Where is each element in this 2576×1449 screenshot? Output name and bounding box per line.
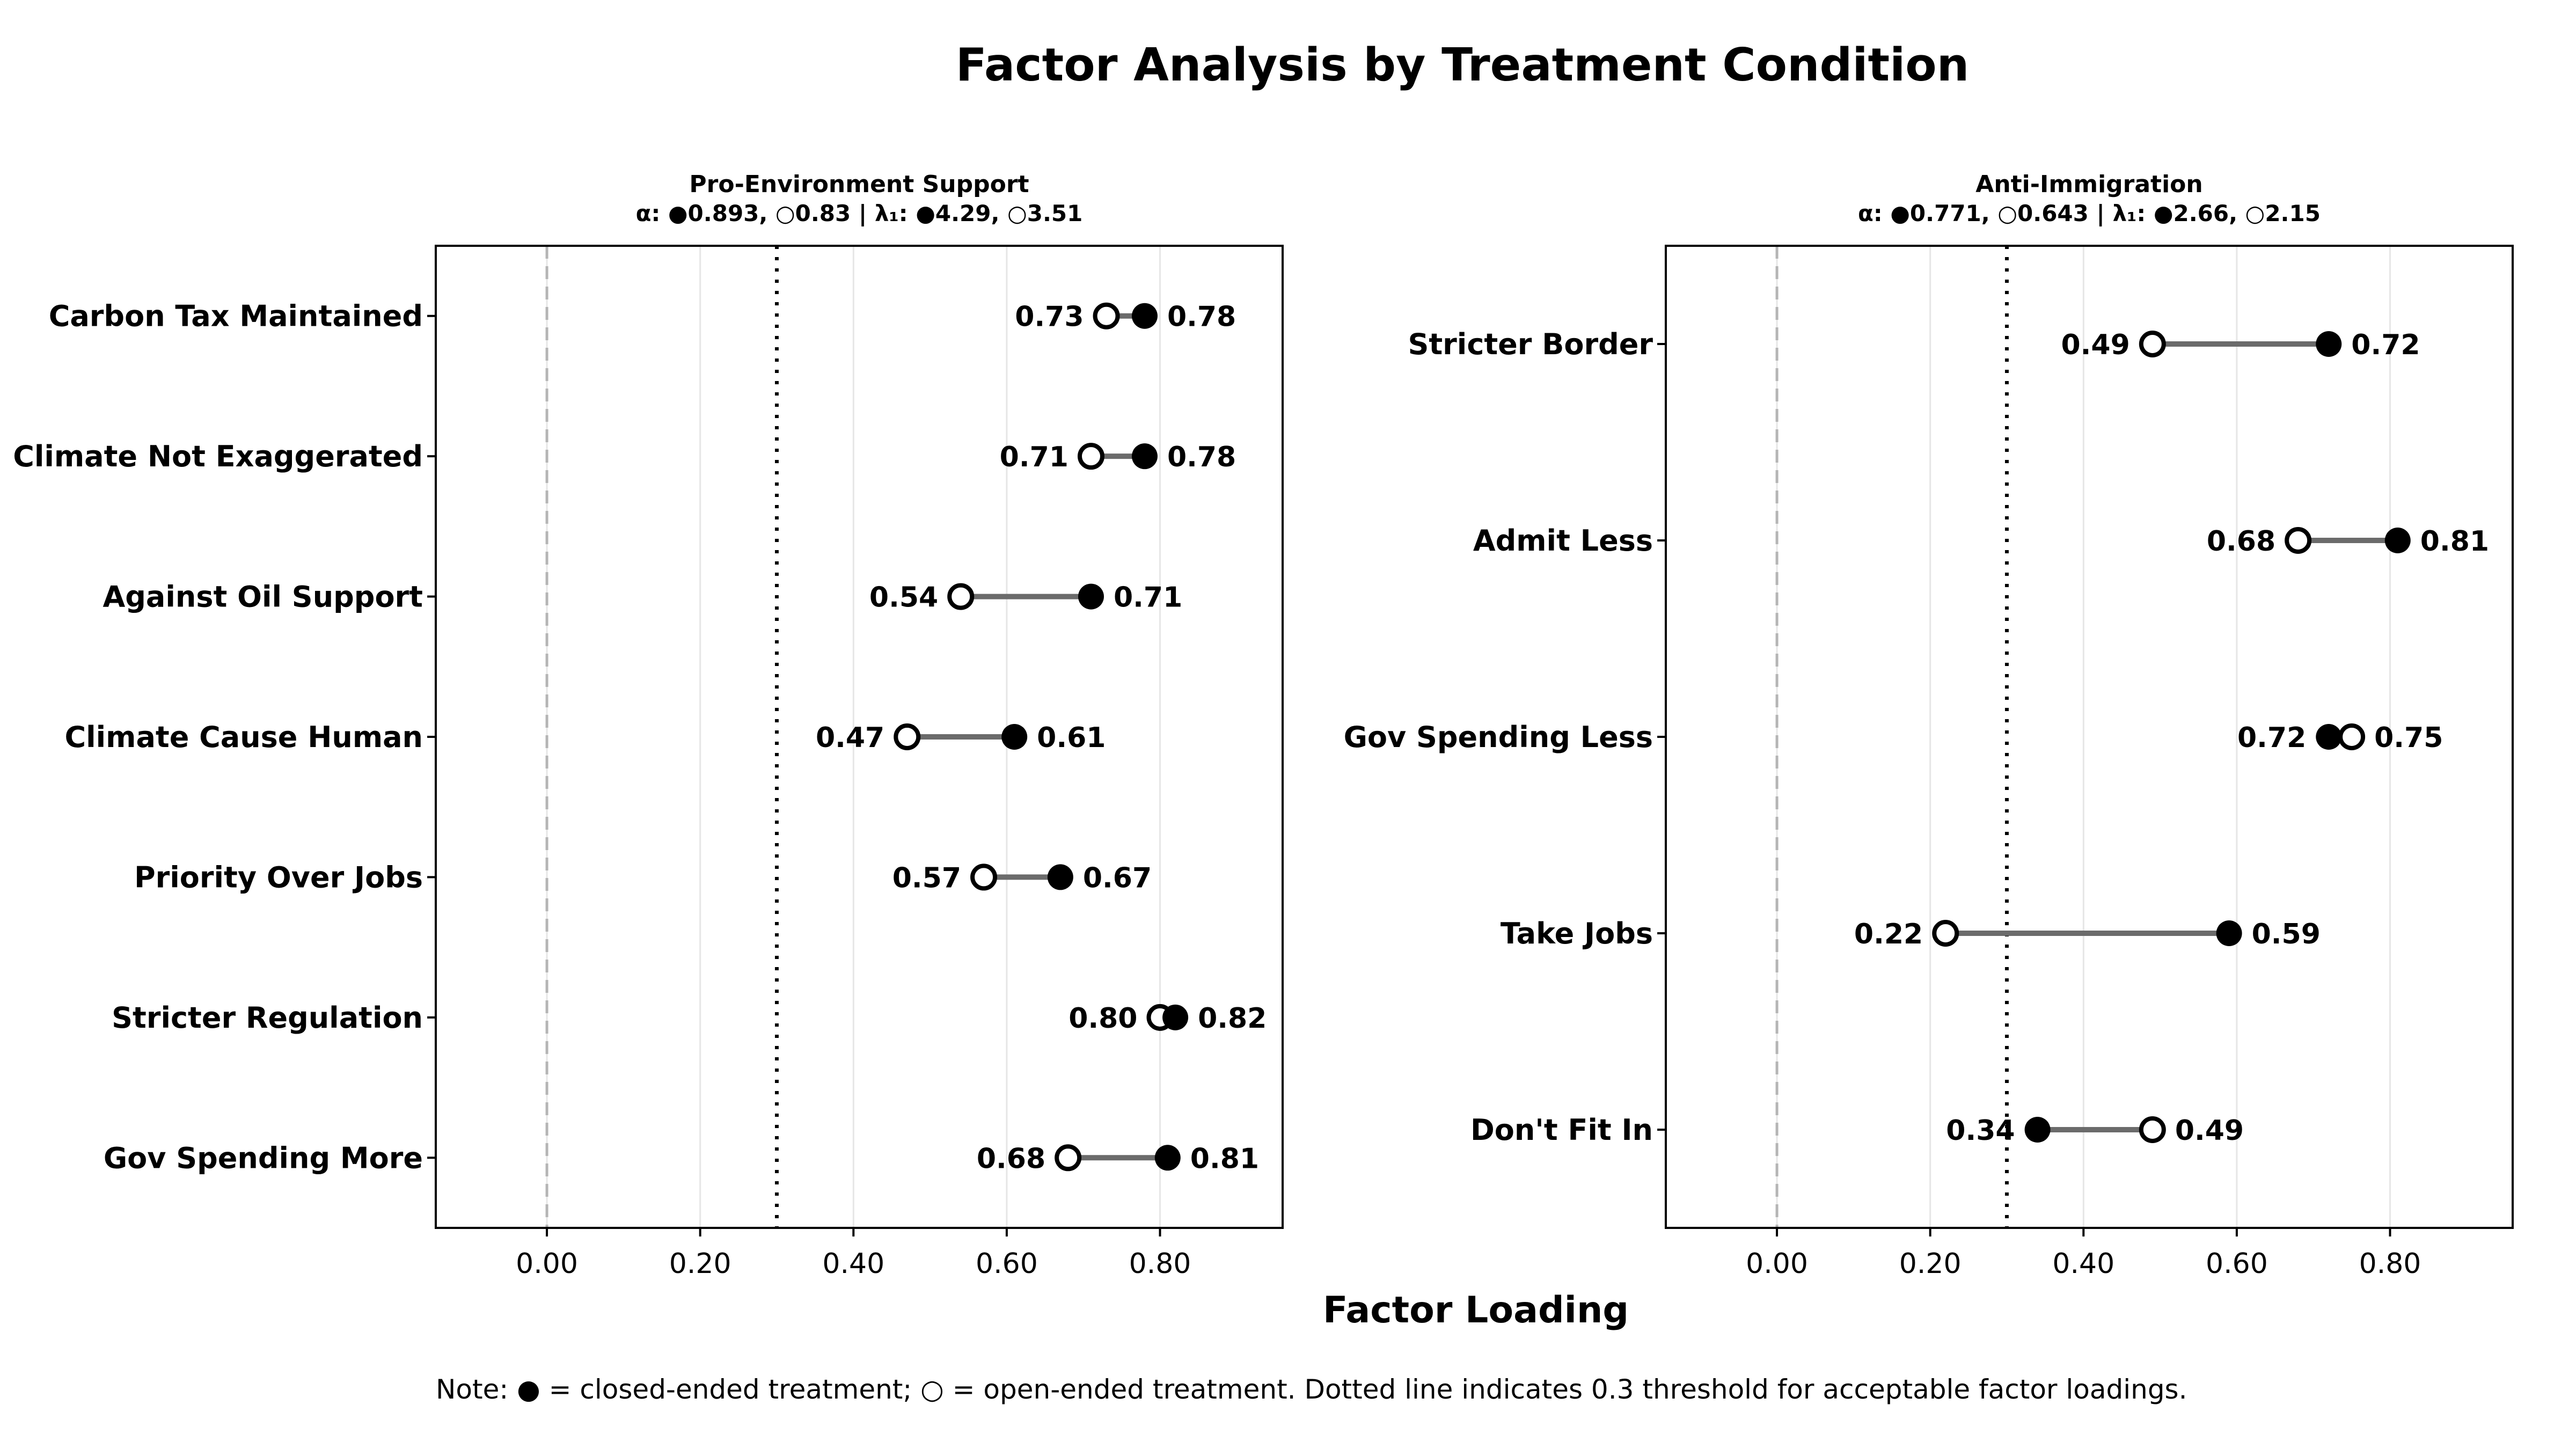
panel-1-open-point-6: [1055, 1144, 1082, 1172]
panel-2-item-label: Admit Less: [1473, 524, 1653, 558]
panel-1-item-label: Carbon Tax Maintained: [49, 299, 423, 333]
panel-1-item-label: Stricter Regulation: [112, 1001, 423, 1035]
panel-1-closed-point-1: [1131, 443, 1158, 470]
panel-1-closed-point-3: [1001, 724, 1028, 750]
panel-2-closed-value-label-4: 0.34: [1946, 1115, 2015, 1147]
panel-2-subtitle: α: ●0.771, ○0.643 | λ₁: ●2.66, ○2.15: [1858, 200, 2321, 226]
figure-title: Factor Analysis by Treatment Condition: [955, 39, 1970, 92]
panel-2-closed-point-1: [2384, 528, 2411, 553]
figure-note: Note: ● = closed-ended treatment; ○ = op…: [436, 1374, 2187, 1405]
panel-2-open-point-4: [2139, 1116, 2166, 1143]
panel-2-x-tick-label: 0.20: [1899, 1248, 1962, 1280]
panel-1-closed-point-4: [1047, 864, 1073, 890]
panel-1-open-value-label-6: 0.68: [977, 1143, 1045, 1175]
panel-1-open-value-label-0: 0.73: [1015, 301, 1084, 333]
panel-1-open-point-0: [1093, 302, 1120, 330]
panel-1-open-point-4: [970, 863, 998, 891]
panel-2-open-value-label-1: 0.68: [2207, 525, 2275, 558]
panel-2-x-tick-label: 0.80: [2359, 1248, 2421, 1280]
panel-2-open-point-0: [2139, 331, 2166, 357]
panel-1-x-tick-label: 0.00: [516, 1248, 578, 1280]
panel-1-closed-value-label-4: 0.67: [1083, 862, 1152, 894]
panel-1-item-label: Climate Not Exaggerated: [13, 440, 423, 473]
panel-1-open-value-label-3: 0.47: [816, 722, 884, 754]
panel-2-open-value-label-2: 0.75: [2374, 722, 2443, 754]
panel-1-x-tick-label: 0.80: [1129, 1248, 1191, 1280]
panel-1-closed-point-0: [1131, 303, 1158, 329]
panel-2-x-tick-label: 0.00: [1746, 1248, 1808, 1280]
panel-1-open-point-1: [1077, 443, 1104, 470]
panel-1-x-tick-label: 0.20: [669, 1248, 731, 1280]
panel-1-closed-point-5: [1162, 1004, 1189, 1030]
panel-2-item-label: Take Jobs: [1501, 917, 1653, 950]
panel-2-open-value-label-4: 0.49: [2175, 1115, 2244, 1147]
panel-1-open-point-2: [947, 583, 975, 610]
panel-1-open-value-label-4: 0.57: [892, 862, 961, 894]
panel-1-closed-point-2: [1078, 583, 1104, 610]
panel-1-x-tick-label: 0.60: [976, 1248, 1038, 1280]
panel-2-title: Anti-Immigration: [1975, 171, 2202, 198]
panel-2-item-label: Don't Fit In: [1470, 1113, 1653, 1147]
panel-2-item-label: Stricter Border: [1408, 327, 1653, 361]
panel-1-title: Pro-Environment Support: [689, 171, 1029, 198]
panel-2-open-point-2: [2338, 723, 2366, 750]
panel-2-closed-point-0: [2316, 331, 2342, 357]
panel-1-item-label: Gov Spending More: [104, 1141, 423, 1175]
panel-1-closed-value-label-1: 0.78: [1167, 441, 1236, 473]
panel-2-open-value-label-3: 0.22: [1854, 918, 1923, 950]
panel-2-open-value-label-0: 0.49: [2061, 329, 2130, 361]
panel-2-open-point-3: [1932, 920, 1959, 947]
panel-1-closed-value-label-2: 0.71: [1114, 582, 1182, 614]
panel-1-closed-value-label-3: 0.61: [1037, 722, 1106, 754]
panel-2-closed-value-label-0: 0.72: [2351, 329, 2420, 361]
panel-1-subtitle: α: ●0.893, ○0.83 | λ₁: ●4.29, ○3.51: [636, 200, 1083, 226]
panel-1-item-label: Against Oil Support: [103, 580, 423, 614]
panel-1-closed-value-label-0: 0.78: [1167, 301, 1236, 333]
panel-1-closed-point-6: [1154, 1145, 1181, 1171]
panel-2-closed-value-label-2: 0.72: [2237, 722, 2306, 754]
panel-1-open-value-label-2: 0.54: [869, 582, 938, 614]
panel-1-item-label: Priority Over Jobs: [134, 860, 423, 894]
panel-2-closed-point-4: [2024, 1117, 2051, 1143]
panel-1-closed-value-label-5: 0.82: [1198, 1002, 1267, 1035]
panel-2-closed-point-3: [2216, 920, 2242, 946]
panel-2-open-point-1: [2285, 527, 2312, 554]
panel-2-x-tick-label: 0.60: [2206, 1248, 2268, 1280]
panel-1-closed-value-label-6: 0.81: [1190, 1143, 1259, 1175]
panel-2-item-label: Gov Spending Less: [1344, 720, 1653, 754]
panel-1-open-value-label-1: 0.71: [1000, 441, 1069, 473]
panel-1-open-point-3: [894, 723, 921, 750]
panel-2-closed-value-label-1: 0.81: [2420, 525, 2489, 558]
x-axis-label: Factor Loading: [1322, 1289, 1629, 1331]
panel-1-open-value-label-5: 0.80: [1069, 1002, 1137, 1035]
panel-2-closed-point-2: [2316, 724, 2342, 750]
panel-1-x-tick-label: 0.40: [822, 1248, 884, 1280]
panel-2-closed-value-label-3: 0.59: [2252, 918, 2321, 950]
panel-1-item-label: Climate Cause Human: [65, 720, 423, 754]
panel-2-x-tick-label: 0.40: [2052, 1248, 2114, 1280]
